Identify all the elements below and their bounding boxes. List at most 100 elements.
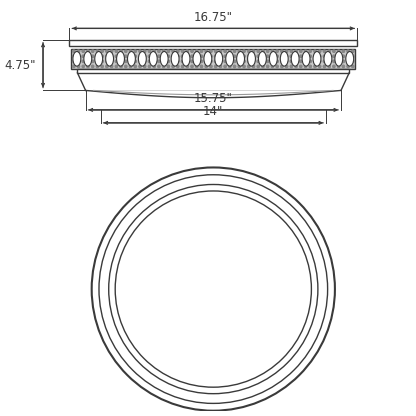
Circle shape [290,55,292,57]
Circle shape [233,60,236,62]
Circle shape [271,50,274,52]
Circle shape [200,60,203,62]
Text: 4.75": 4.75" [4,59,36,72]
Ellipse shape [106,52,114,66]
Circle shape [295,50,297,52]
Circle shape [224,65,226,68]
Circle shape [158,55,160,57]
Circle shape [271,60,274,62]
Ellipse shape [324,52,332,66]
Circle shape [72,55,75,57]
Circle shape [347,55,349,57]
Circle shape [243,55,245,57]
Circle shape [305,65,307,68]
Ellipse shape [258,52,266,66]
Circle shape [276,65,278,68]
Ellipse shape [226,52,234,66]
Circle shape [181,55,184,57]
Circle shape [210,50,212,52]
Circle shape [87,65,89,68]
Circle shape [82,65,84,68]
Circle shape [215,65,217,68]
Ellipse shape [193,52,201,66]
Circle shape [295,55,297,57]
Circle shape [77,65,80,68]
Circle shape [129,50,132,52]
Circle shape [144,55,146,57]
Circle shape [210,65,212,68]
Circle shape [115,55,118,57]
Circle shape [172,50,174,52]
Bar [72,49,355,69]
Circle shape [115,65,118,68]
Circle shape [238,65,240,68]
Circle shape [124,60,127,62]
Circle shape [77,50,80,52]
Circle shape [285,50,288,52]
Circle shape [205,60,208,62]
Circle shape [200,50,203,52]
Circle shape [300,50,302,52]
Circle shape [271,65,274,68]
Circle shape [172,60,174,62]
Circle shape [92,55,94,57]
Circle shape [120,50,122,52]
Circle shape [120,60,122,62]
Text: 14": 14" [203,105,223,118]
Circle shape [181,65,184,68]
Circle shape [153,50,156,52]
Circle shape [337,55,340,57]
Circle shape [162,50,165,52]
Circle shape [290,60,292,62]
Circle shape [148,65,151,68]
Circle shape [323,60,326,62]
Circle shape [305,55,307,57]
Circle shape [267,60,269,62]
Circle shape [314,50,316,52]
Circle shape [229,65,231,68]
Circle shape [200,55,203,57]
Circle shape [77,55,80,57]
Circle shape [167,65,170,68]
Circle shape [124,50,127,52]
Circle shape [134,55,136,57]
Ellipse shape [73,52,81,66]
Circle shape [92,65,94,68]
Circle shape [257,50,260,52]
Circle shape [252,65,255,68]
Ellipse shape [270,52,277,66]
Circle shape [162,65,165,68]
Circle shape [153,55,156,57]
Circle shape [328,55,330,57]
Circle shape [314,65,316,68]
Circle shape [248,50,250,52]
Circle shape [134,65,136,68]
Circle shape [148,60,151,62]
Circle shape [229,50,231,52]
Circle shape [215,55,217,57]
Circle shape [87,50,89,52]
Circle shape [319,65,321,68]
Circle shape [248,65,250,68]
Circle shape [233,55,236,57]
Circle shape [328,50,330,52]
Circle shape [134,50,136,52]
Circle shape [285,55,288,57]
Bar [77,69,349,73]
Ellipse shape [204,52,212,66]
Circle shape [333,55,335,57]
Circle shape [267,55,269,57]
Ellipse shape [84,52,92,66]
Circle shape [342,50,344,52]
Circle shape [139,65,141,68]
Circle shape [267,65,269,68]
Circle shape [106,55,108,57]
Circle shape [96,55,99,57]
Circle shape [309,50,312,52]
Circle shape [352,55,354,57]
Circle shape [352,50,354,52]
Circle shape [191,50,193,52]
Circle shape [290,50,292,52]
Text: 16.75": 16.75" [194,10,233,24]
Ellipse shape [335,52,343,66]
